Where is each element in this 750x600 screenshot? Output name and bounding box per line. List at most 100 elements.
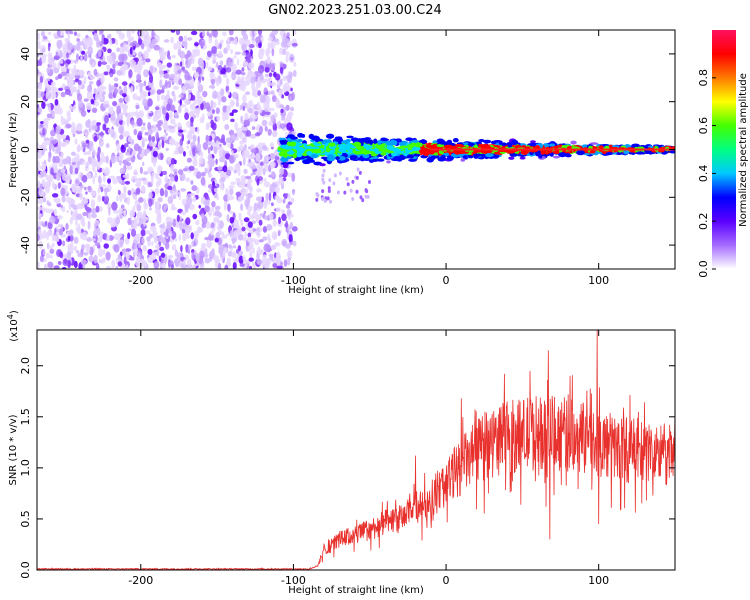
noise-blob xyxy=(71,151,76,156)
signal-blob xyxy=(357,157,363,161)
noise-blob xyxy=(159,262,167,269)
signal-blob xyxy=(304,145,313,150)
signal-blob xyxy=(440,154,446,161)
noise-blob xyxy=(87,119,91,124)
noise-blob xyxy=(287,41,292,47)
scatter-blob xyxy=(315,197,319,202)
noise-blob xyxy=(103,167,110,177)
noise-blob xyxy=(167,196,174,204)
noise-blob xyxy=(178,94,184,99)
noise-blob xyxy=(242,237,248,242)
scatter-blob xyxy=(322,168,326,173)
signal-blob xyxy=(399,145,409,149)
noise-blob xyxy=(131,30,136,34)
noise-blob xyxy=(232,245,237,249)
noise-blob xyxy=(138,130,143,136)
noise-blob xyxy=(75,213,83,221)
noise-blob xyxy=(49,215,56,224)
noise-blob xyxy=(289,213,294,218)
scatter-blob xyxy=(346,182,350,187)
noise-blob xyxy=(207,160,214,166)
noise-blob xyxy=(66,251,72,259)
noise-blob xyxy=(207,66,213,72)
noise-blob xyxy=(87,220,91,230)
noise-blob xyxy=(190,30,198,36)
noise-blob xyxy=(268,192,272,202)
noise-blob xyxy=(141,161,145,167)
noise-blob xyxy=(151,136,156,143)
noise-blob xyxy=(155,201,160,210)
noise-blob xyxy=(37,53,40,57)
noise-blob xyxy=(283,259,288,267)
noise-blob xyxy=(85,161,90,167)
noise-blob xyxy=(175,190,179,196)
noise-blob xyxy=(231,71,237,76)
noise-blob xyxy=(121,93,127,98)
noise-blob xyxy=(38,212,42,217)
noise-blob xyxy=(264,215,269,221)
noise-blob xyxy=(202,90,208,98)
noise-blob xyxy=(254,230,259,234)
signal-blob xyxy=(292,153,298,159)
noise-blob xyxy=(99,30,104,35)
noise-blob xyxy=(129,46,133,55)
noise-blob xyxy=(173,43,178,50)
noise-blob xyxy=(94,101,100,107)
noise-blob xyxy=(155,123,161,128)
noise-blob xyxy=(252,247,255,254)
snr-line xyxy=(37,330,675,570)
snr-x-tick-label: -200 xyxy=(128,574,153,587)
noise-blob xyxy=(116,105,122,115)
scatter-blob xyxy=(343,190,347,195)
noise-blob xyxy=(61,66,67,74)
noise-blob xyxy=(38,229,42,236)
noise-blob xyxy=(50,208,54,213)
noise-blob xyxy=(250,173,254,177)
noise-blob xyxy=(97,194,102,203)
noise-blob xyxy=(269,183,276,193)
signal-blob xyxy=(310,153,319,159)
signal-blob xyxy=(507,143,513,148)
signal-blob xyxy=(360,137,367,142)
noise-blob xyxy=(240,203,244,212)
noise-blob xyxy=(88,255,94,263)
noise-blob xyxy=(38,71,42,76)
noise-blob xyxy=(292,240,297,247)
noise-blob xyxy=(238,131,244,139)
signal-blob xyxy=(363,158,370,161)
noise-blob xyxy=(120,204,125,209)
noise-blob xyxy=(159,79,163,89)
noise-blob xyxy=(253,30,257,37)
noise-blob xyxy=(71,185,77,193)
signal-blob xyxy=(438,141,447,145)
noise-blob xyxy=(221,96,227,103)
noise-blob xyxy=(262,236,268,241)
spectrogram-y-tick-label: 40 xyxy=(19,47,32,61)
noise-blob xyxy=(244,231,247,239)
noise-blob xyxy=(268,107,275,112)
noise-blob xyxy=(141,147,145,156)
noise-blob xyxy=(270,90,275,95)
noise-blob xyxy=(168,232,173,237)
noise-blob xyxy=(44,266,49,269)
noise-blob xyxy=(138,243,141,248)
noise-blob xyxy=(237,167,241,177)
noise-blob xyxy=(268,72,273,78)
noise-blob xyxy=(67,32,71,40)
noise-blob xyxy=(85,191,88,195)
noise-blob xyxy=(282,32,287,38)
noise-blob xyxy=(210,100,214,108)
noise-blob xyxy=(195,109,200,118)
noise-blob xyxy=(77,223,81,232)
spectrogram-y-tick-label: 20 xyxy=(19,95,32,109)
noise-blob xyxy=(182,168,189,172)
noise-blob xyxy=(89,57,94,65)
noise-blob xyxy=(112,68,116,75)
noise-blob xyxy=(154,187,160,195)
noise-blob xyxy=(125,162,132,167)
signal-blob xyxy=(302,159,312,165)
noise-blob xyxy=(135,104,140,110)
noise-blob xyxy=(48,174,54,183)
noise-blob xyxy=(107,128,114,135)
noise-blob xyxy=(115,195,119,202)
